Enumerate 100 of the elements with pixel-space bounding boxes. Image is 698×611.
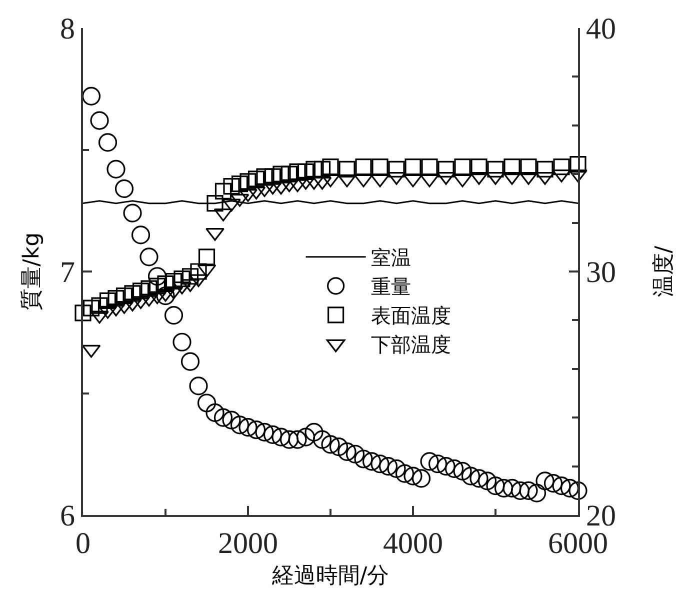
point [304, 422, 324, 442]
point [132, 282, 150, 300]
point [470, 469, 488, 488]
point [412, 469, 431, 488]
point [404, 158, 422, 176]
point [487, 160, 504, 178]
point [106, 160, 126, 179]
point [255, 422, 274, 442]
point [98, 133, 118, 152]
point [504, 158, 520, 176]
point [519, 172, 538, 185]
y2-axis-title: 温度/ [651, 245, 676, 298]
point [198, 248, 216, 266]
point [428, 454, 448, 474]
point [172, 332, 192, 352]
x-tick-label: 2000 [218, 527, 278, 560]
y-tick-label: 6 [60, 500, 75, 532]
point [189, 274, 208, 288]
point [156, 288, 175, 302]
point [289, 163, 306, 180]
point [536, 160, 554, 178]
point [519, 481, 538, 500]
point [288, 430, 307, 449]
point [421, 158, 438, 176]
point [346, 444, 365, 464]
point [140, 294, 158, 307]
point [156, 286, 175, 306]
point [230, 416, 250, 434]
point [82, 300, 100, 316]
point [321, 174, 340, 188]
point [502, 172, 522, 185]
point [404, 466, 422, 486]
point [486, 172, 505, 185]
point [354, 174, 373, 188]
x-tick-label: 4000 [383, 527, 443, 560]
point [157, 275, 174, 292]
point [222, 410, 241, 430]
point [114, 179, 134, 198]
point [338, 174, 356, 188]
point [256, 168, 273, 185]
point [312, 430, 332, 449]
point [322, 158, 339, 176]
point [420, 174, 439, 188]
point [502, 478, 522, 498]
point [494, 478, 514, 498]
point [486, 476, 505, 496]
point [248, 170, 265, 188]
point [222, 198, 241, 212]
point [116, 288, 133, 304]
point [197, 394, 216, 412]
point [90, 111, 109, 130]
point [180, 352, 200, 371]
point [453, 462, 472, 480]
point [453, 174, 472, 188]
point [395, 464, 414, 483]
point [387, 172, 406, 185]
point [436, 172, 456, 185]
point [354, 450, 373, 468]
point [438, 160, 454, 178]
point [355, 158, 372, 176]
point [553, 158, 570, 176]
point [362, 452, 382, 471]
point [552, 476, 571, 496]
point [238, 418, 258, 437]
point [206, 195, 224, 212]
point [306, 160, 322, 178]
point [272, 182, 290, 195]
point [264, 168, 282, 185]
point [314, 160, 331, 178]
point [404, 174, 422, 188]
point [165, 272, 182, 290]
point [297, 163, 314, 180]
point [164, 306, 184, 325]
point [148, 267, 167, 286]
point [444, 459, 464, 478]
point [420, 452, 439, 471]
point [296, 428, 316, 446]
x-axis-title: 経過時間/分 [270, 563, 390, 588]
point [246, 420, 266, 440]
point [231, 176, 248, 192]
point [470, 158, 488, 176]
point [255, 184, 274, 198]
legend-label: 室温 [370, 246, 411, 270]
y2-tick-label: 30 [586, 256, 616, 289]
point [190, 263, 207, 280]
y-tick-label: 8 [60, 12, 75, 46]
point [520, 158, 537, 176]
point [560, 478, 580, 498]
y2-tick-label: 40 [586, 12, 616, 46]
point [280, 430, 299, 449]
y-tick-label: 7 [60, 256, 75, 289]
point [91, 297, 108, 314]
point [272, 166, 290, 182]
point [263, 425, 282, 444]
point [288, 179, 307, 192]
point [568, 481, 588, 500]
point [140, 280, 158, 297]
point [338, 442, 356, 461]
point [223, 178, 240, 195]
point [470, 172, 488, 185]
